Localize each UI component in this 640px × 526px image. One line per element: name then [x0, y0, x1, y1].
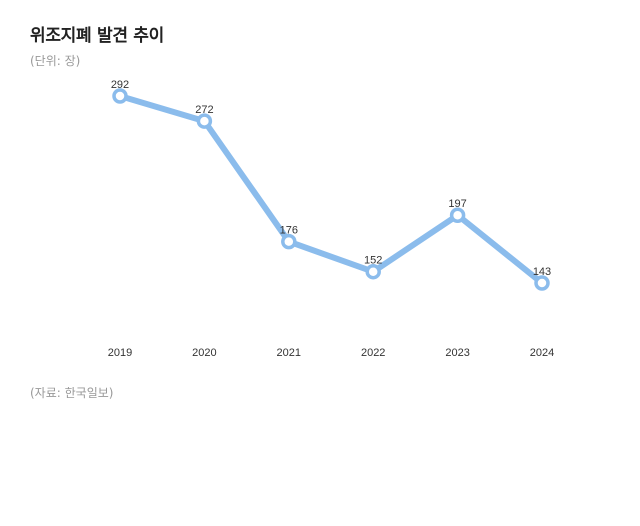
data-label-2021: 176	[280, 225, 298, 237]
x-tick-label-2022: 2022	[361, 347, 385, 359]
data-point-2023	[449, 207, 466, 223]
data-label-2019: 292	[111, 79, 129, 91]
data-label-2022: 152	[364, 255, 382, 267]
data-point-2022	[365, 263, 381, 280]
data-point-2019	[112, 88, 128, 104]
x-tick-label-2021: 2021	[277, 347, 301, 359]
chart-title: 위조지폐 발견 추이	[30, 26, 164, 46]
data-point-2021	[281, 233, 297, 250]
data-point-2020	[196, 113, 213, 129]
x-tick-label-2024: 2024	[530, 347, 554, 359]
data-label-2023: 197	[448, 198, 466, 210]
unit-note: (단위: 장)	[30, 54, 81, 68]
x-tick-label-2023: 2023	[445, 347, 469, 359]
data-point-2024	[534, 275, 550, 291]
data-label-2024: 143	[533, 266, 551, 278]
source-note: (자료: 한국일보)	[30, 386, 114, 400]
series-line	[117, 93, 545, 286]
data-label-2020: 272	[195, 104, 213, 116]
x-tick-label-2020: 2020	[192, 347, 216, 359]
x-tick-label-2019: 2019	[108, 347, 132, 359]
